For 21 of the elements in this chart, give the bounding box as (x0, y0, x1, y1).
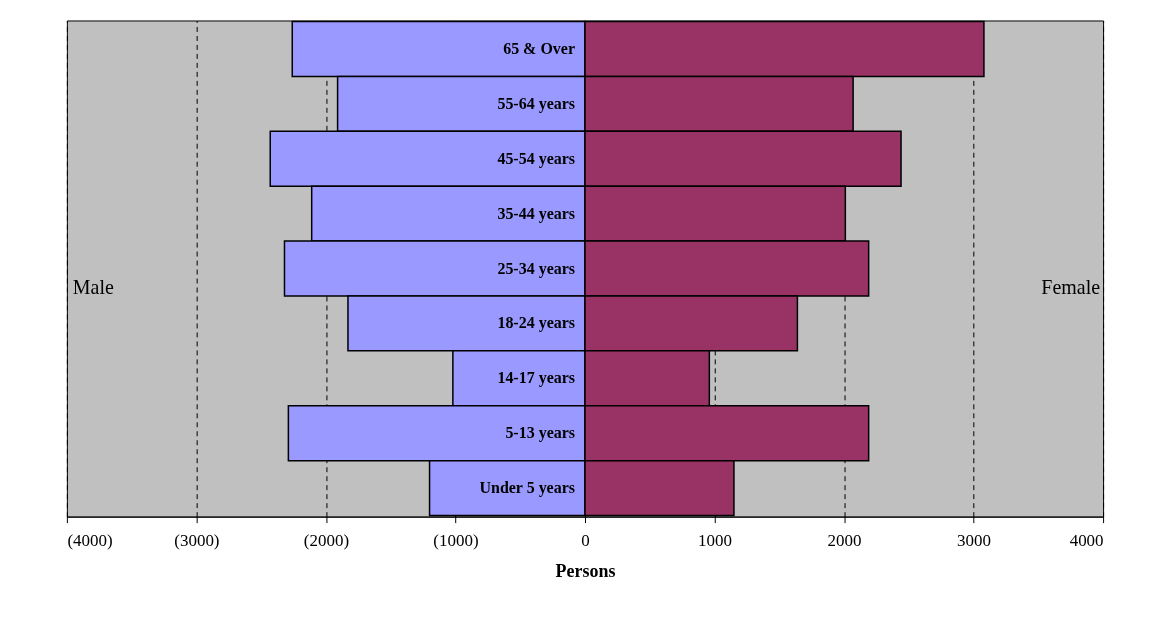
annotation: Male (72, 276, 115, 299)
y-tick-label: 55-64 years (497, 94, 576, 113)
y-tick-label: 5-13 years (505, 424, 576, 443)
x-tick-label: 1000 (698, 531, 732, 551)
y-tick-label: 45-54 years (497, 149, 576, 168)
y-tick-label: 14-17 years (497, 369, 576, 388)
x-tick-label: (2000) (303, 531, 350, 551)
x-tick-label: (3000) (174, 531, 220, 551)
y-tick-label: Under 5 years (479, 479, 576, 498)
x-tick-label: 0 (581, 531, 590, 551)
x-tick-label: 2000 (827, 531, 862, 551)
y-tick-label: 18-24 years (497, 314, 576, 333)
y-tick-label: 35-44 years (497, 204, 576, 223)
x-axis-title: Persons (555, 561, 616, 582)
y-tick-label: 65 & Over (503, 40, 576, 58)
annotation: Female (1041, 276, 1101, 299)
x-tick-label: (1000) (433, 531, 479, 551)
x-tick-label: 3000 (957, 531, 992, 551)
y-tick-label: 25-34 years (497, 259, 576, 278)
x-tick-label: 4000 (1069, 531, 1104, 551)
x-tick-label: (4000) (67, 531, 113, 551)
